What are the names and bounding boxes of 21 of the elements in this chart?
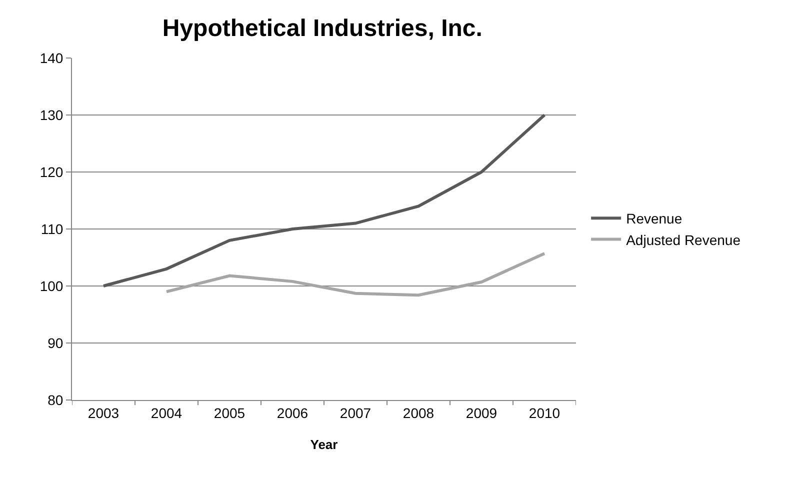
y-tick-label: 110 <box>40 220 64 237</box>
x-tick-label: 2006 <box>276 404 308 421</box>
y-tick-label: 90 <box>48 334 64 351</box>
y-tick-label: 130 <box>40 106 64 123</box>
x-tick-label: 2008 <box>402 404 434 421</box>
y-tick-label: 80 <box>48 392 64 408</box>
x-tick-label: 2005 <box>214 404 246 421</box>
x-tick-label: 2007 <box>340 404 372 421</box>
x-tick-label: 2009 <box>466 404 498 421</box>
x-tick-label: 2003 <box>88 404 120 421</box>
line-series <box>165 252 546 297</box>
x-tick-label: 2010 <box>528 404 560 421</box>
line-series <box>102 114 546 288</box>
y-tick-label: 120 <box>40 164 64 180</box>
y-tick-label: 140 <box>40 50 64 66</box>
x-tick-label: 2004 <box>150 404 182 421</box>
legend-label: Adjusted Revenue <box>626 232 741 248</box>
y-tick-label: 100 <box>40 278 64 294</box>
x-axis-title: Year <box>310 437 338 452</box>
legend-label: Revenue <box>626 210 682 227</box>
chart-title: Hypothetical Industries, Inc. <box>162 15 482 42</box>
